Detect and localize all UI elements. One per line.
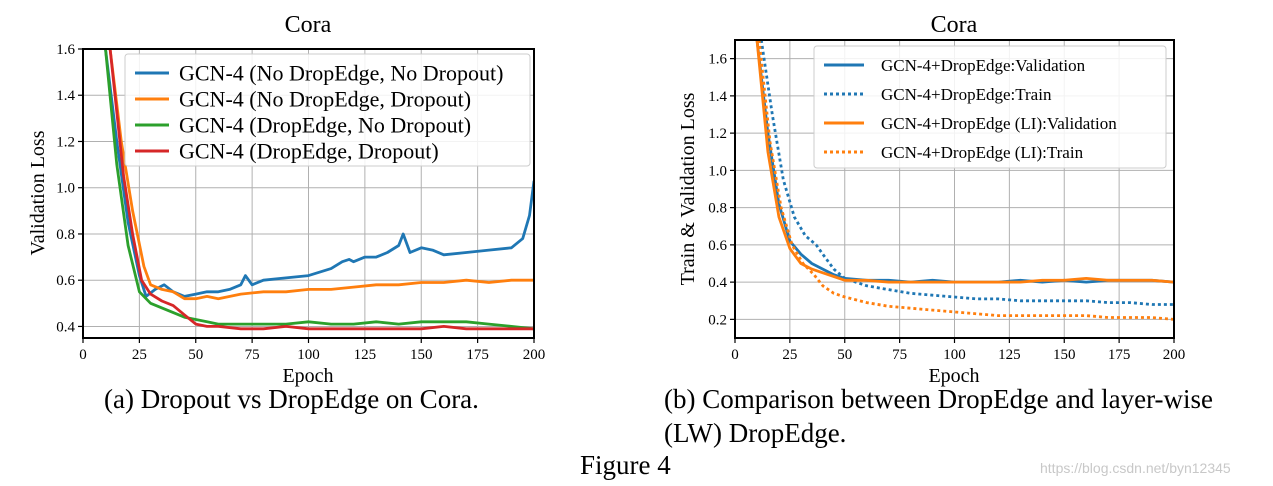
chart-a-x-tick-label: 125 xyxy=(354,347,377,363)
chart-b-y-tick-label: 1.0 xyxy=(708,163,727,179)
chart-a-title: Cora xyxy=(285,12,332,38)
chart-b-x-tick-label: 200 xyxy=(1163,347,1186,363)
chart-b-legend-label: GCN-4+DropEdge:Train xyxy=(881,85,1052,104)
chart-a-x-tick-label: 25 xyxy=(132,347,147,363)
chart-a-series xyxy=(104,49,534,331)
chart-b-legend: GCN-4+DropEdge:Validation GCN-4+DropEdge:… xyxy=(813,45,1167,169)
chart-a-x-tick-label: 75 xyxy=(245,347,260,363)
chart-a-y-tick-label: 1.4 xyxy=(56,88,75,104)
chart-b-x-tick-label: 150 xyxy=(1053,347,1076,363)
chart-a-x-tick-label: 50 xyxy=(188,347,203,363)
chart-b-title: Cora xyxy=(931,12,978,38)
chart-b-x-tick-label: 0 xyxy=(731,347,739,363)
chart-a-x-tick-label: 150 xyxy=(410,347,433,363)
chart-b-legend-label: GCN-4+DropEdge (LI):Validation xyxy=(881,114,1117,133)
chart-b-ticks: 0 25 50 75 100 125 150 175 200 0.2 0.4 0.6 0.8 1.0 1.2… xyxy=(708,52,1185,363)
chart-a-legend-label: GCN-4 (No DropEdge, No Dropout) xyxy=(179,61,503,86)
chart-a-legend-box xyxy=(124,53,531,167)
chart-b-series-line-2 xyxy=(759,40,1174,306)
chart-b-y-tick-label: 1.4 xyxy=(708,89,727,105)
chart-b-xlabel: Epoch xyxy=(928,365,979,387)
chart-a-y-tick-label: 0.8 xyxy=(56,227,75,243)
chart-a-series-line-1 xyxy=(104,49,534,298)
chart-b-x-tick-label: 125 xyxy=(998,347,1021,363)
chart-a-ylabel: Validation Loss xyxy=(27,130,49,255)
chart-b-x-tick-label: 75 xyxy=(892,347,907,363)
chart-b-x-tick-label: 50 xyxy=(837,347,852,363)
chart-b-series-line-3 xyxy=(755,40,1174,284)
chart-a-x-tick-label: 0 xyxy=(79,347,87,363)
chart-b-y-tick-label: 0.6 xyxy=(708,238,727,254)
chart-a-y-tick-label: 0.6 xyxy=(56,273,75,289)
chart-a-series-line-2 xyxy=(108,49,534,301)
chart-b-y-tick-label: 1.2 xyxy=(708,126,727,142)
chart-a-y-tick-label: 0.4 xyxy=(56,319,75,335)
chart-b-x-tick-label: 175 xyxy=(1108,347,1131,363)
chart-a-x-tick-label: 100 xyxy=(297,347,320,363)
caption-b-line1: (b) Comparison between DropEdge and laye… xyxy=(664,384,1214,414)
chart-a-legend: GCN-4 (No DropEdge, No Dropout)GCN-4 (No… xyxy=(124,53,531,167)
chart-b-y-tick-label: 0.8 xyxy=(708,201,727,217)
chart-a-legend-label: GCN-4 (DropEdge, No Dropout) xyxy=(179,113,471,138)
chart-b-x-tick-label: 25 xyxy=(782,347,797,363)
chart-b-x-tick-label: 100 xyxy=(943,347,966,363)
chart-b-y-tick-label: 1.6 xyxy=(708,52,727,68)
chart-b-series-line-4 xyxy=(757,40,1174,321)
chart-a-y-tick-label: 1.2 xyxy=(56,134,75,150)
chart-b-ylabel: Train & Validation Loss xyxy=(677,92,699,285)
chart-a-y-tick-label: 1.6 xyxy=(56,42,75,58)
chart-a-legend-label: GCN-4 (DropEdge, Dropout) xyxy=(179,139,439,164)
figure-caption: Figure 4 xyxy=(580,450,671,480)
chart-a-ticks: 0 25 50 75 100 125 150 175 200 0.4 0.6 0.8 1.0 1.2 1.4… xyxy=(56,42,545,363)
chart-a-legend-label: GCN-4 (No DropEdge, Dropout) xyxy=(179,87,471,112)
chart-a: Cora 0 25 50 75 100 125 150 175 200 0.4 0.6 0.8 1.0 1… xyxy=(27,12,545,387)
chart-a-series-line-3 xyxy=(104,49,534,331)
chart-a-series-line-4 xyxy=(108,49,534,331)
watermark: https://blog.csdn.net/byn12345 xyxy=(1040,460,1231,476)
chart-b-y-tick-label: 0.2 xyxy=(708,312,727,328)
chart-a-y-tick-label: 1.0 xyxy=(56,181,75,197)
chart-a-xlabel: Epoch xyxy=(282,365,333,387)
chart-b: Cora 0 25 50 75 100 125 150 175 200 0.2 0.4 0.6 0.8 1… xyxy=(677,12,1185,387)
chart-b-legend-box xyxy=(813,45,1167,169)
caption-a: (a) Dropout vs DropEdge on Cora. xyxy=(104,384,479,414)
chart-b-legend-label: GCN-4+DropEdge:Validation xyxy=(881,56,1086,75)
chart-a-x-tick-label: 175 xyxy=(466,347,489,363)
chart-a-x-tick-label: 200 xyxy=(523,347,546,363)
chart-b-y-tick-label: 0.4 xyxy=(708,275,727,291)
caption-b-line2: (LW) DropEdge. xyxy=(664,418,847,448)
chart-b-legend-label: GCN-4+DropEdge (LI):Train xyxy=(881,143,1084,162)
chart-b-series xyxy=(755,40,1174,321)
